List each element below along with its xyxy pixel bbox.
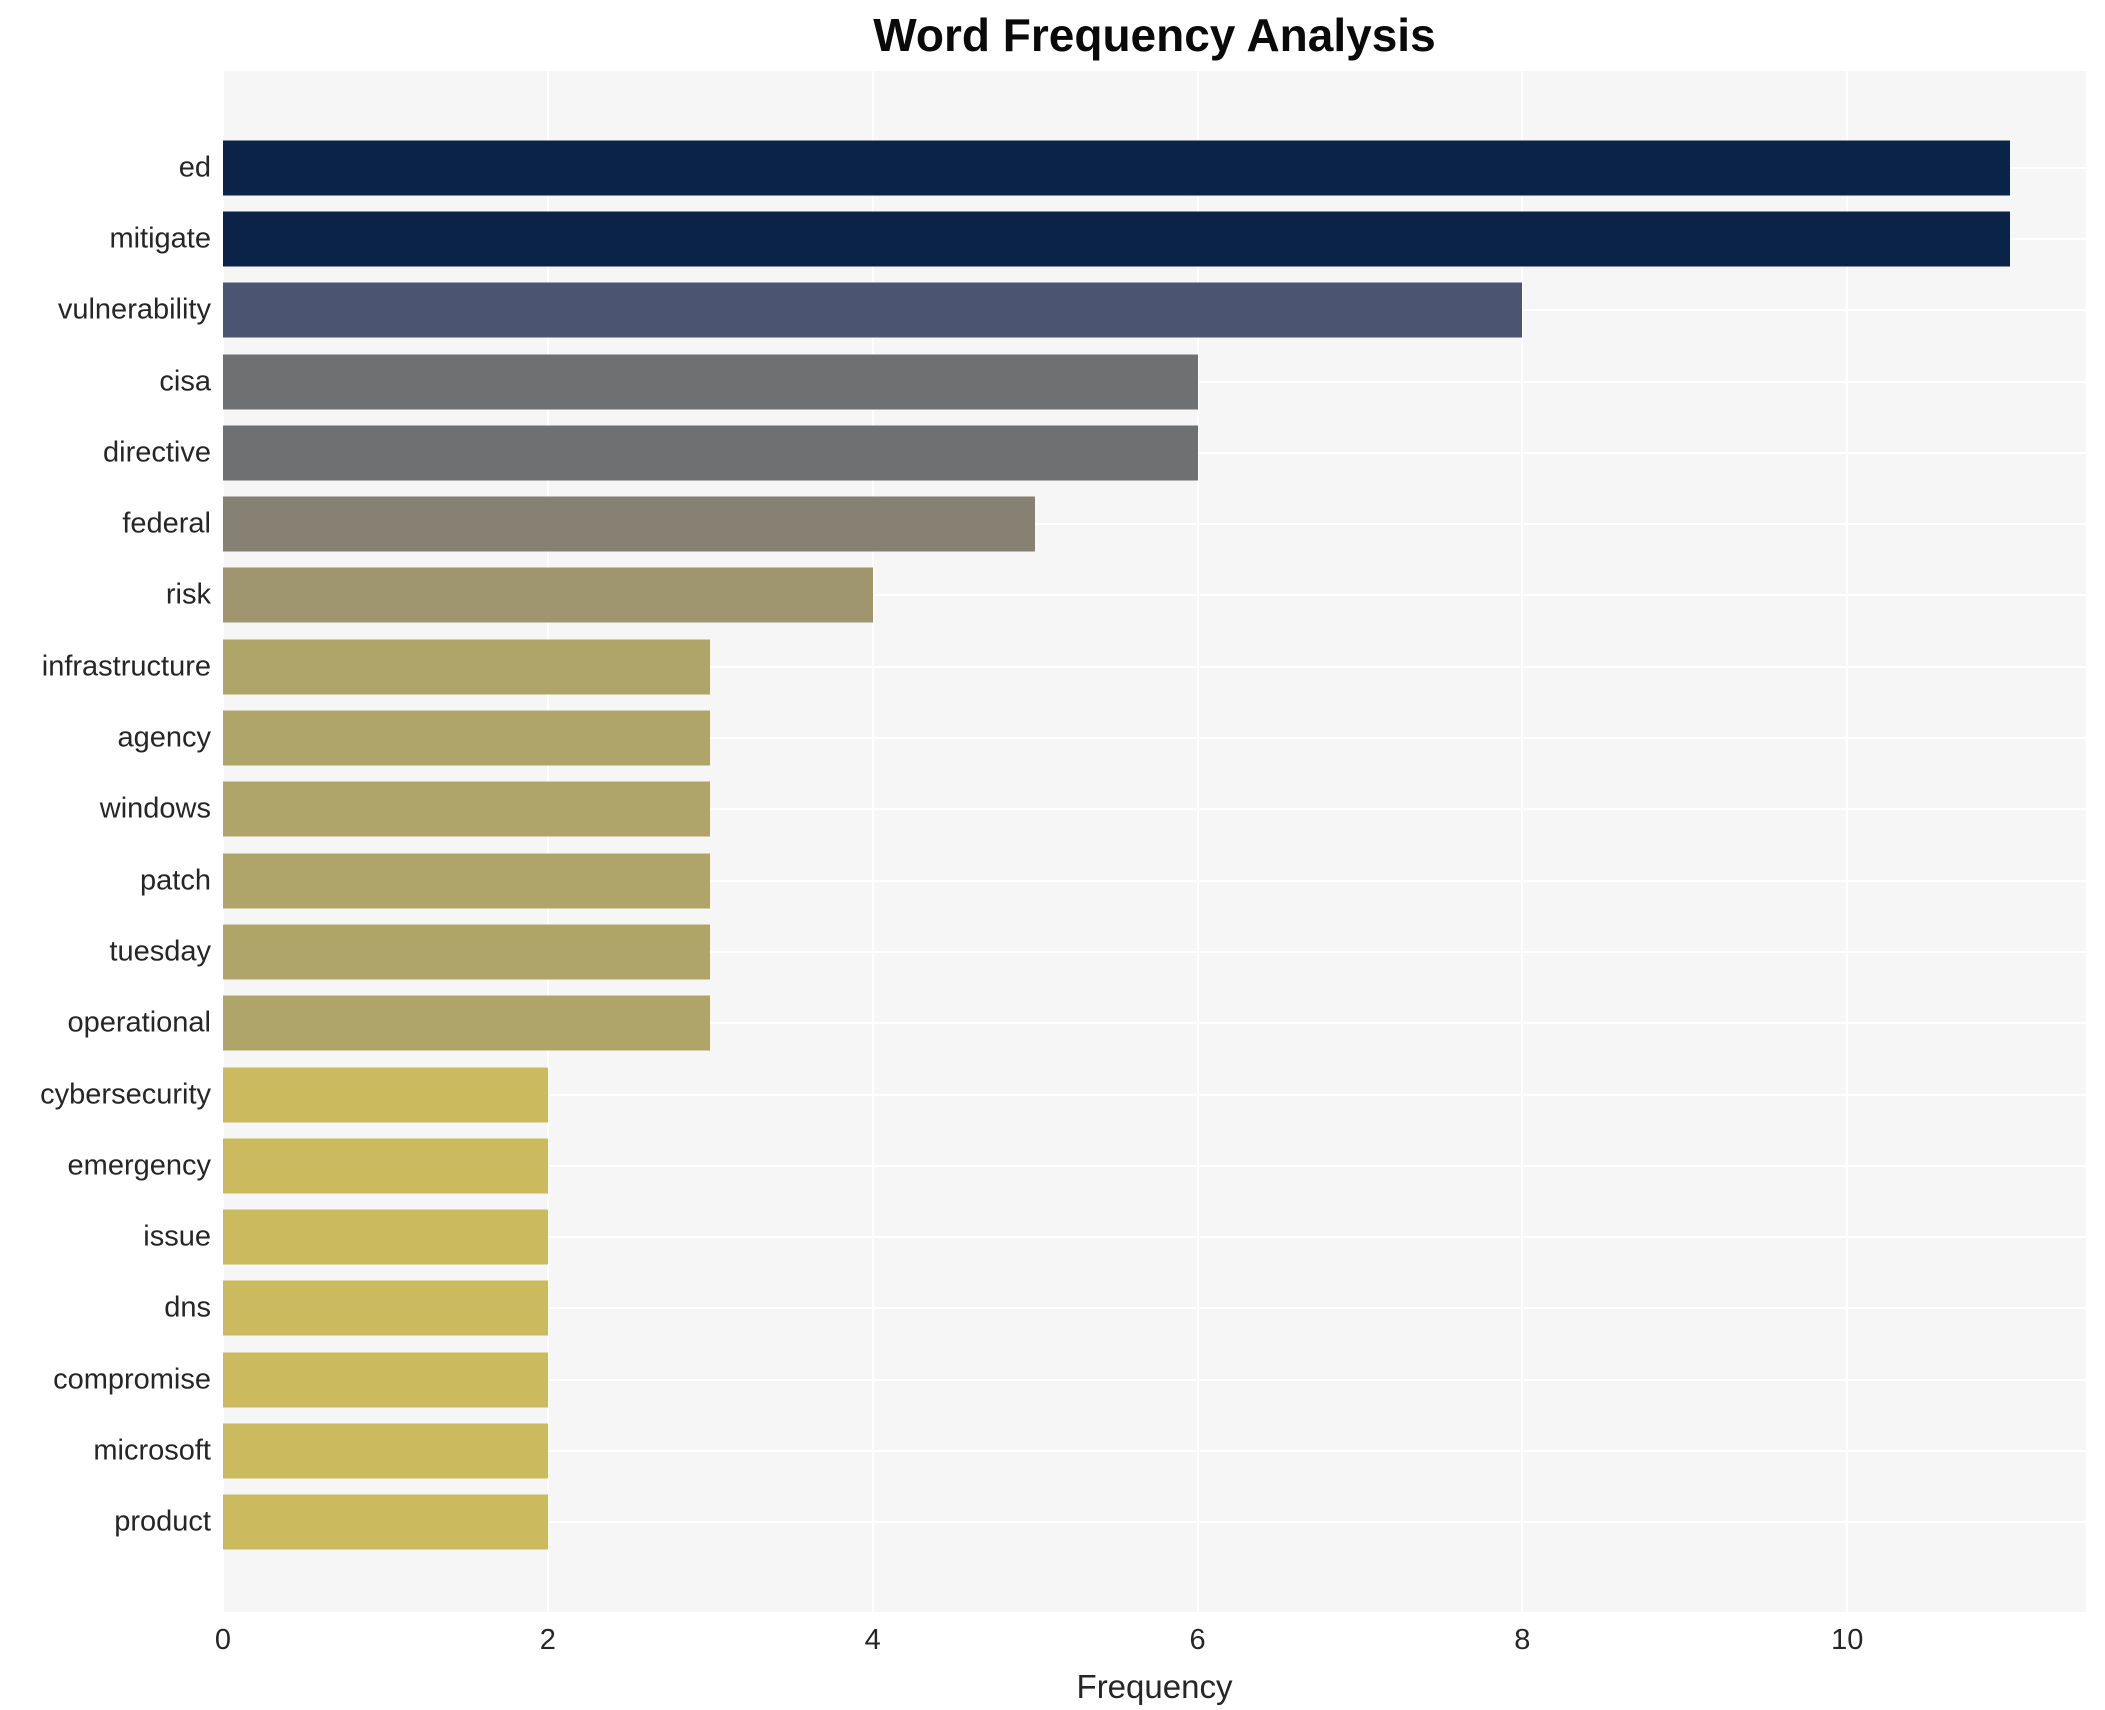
bar-label: emergency — [67, 1149, 211, 1182]
bar-label: ed — [178, 151, 211, 184]
bar-microsoft — [223, 1423, 548, 1479]
gridline-horizontal — [223, 950, 2086, 953]
bar-row: infrastructure — [42, 631, 2086, 702]
bar-row: agency — [117, 702, 2086, 773]
bar-mitigate — [223, 211, 2010, 267]
bar-row: windows — [100, 774, 2086, 845]
bar-row: ed — [179, 132, 2086, 203]
gridline-horizontal — [223, 1236, 2086, 1239]
bar-row: vulnerability — [58, 275, 2086, 346]
bar-row: product — [114, 1487, 2086, 1558]
bar-operational — [223, 995, 711, 1051]
x-axis-label: Frequency — [1076, 1668, 1233, 1705]
bar-row: cybersecurity — [40, 1059, 2086, 1130]
gridline-vertical — [1846, 71, 1849, 1612]
chart-title: Word Frequency Analysis — [873, 9, 1436, 61]
bar-row: patch — [140, 845, 2086, 916]
gridline-horizontal — [223, 879, 2086, 882]
x-axis-tick-label: 6 — [1189, 1624, 1206, 1656]
bar-cybersecurity — [223, 1067, 548, 1122]
bar-dns — [223, 1280, 548, 1336]
bar-directive — [223, 425, 1198, 481]
bar-label: cisa — [159, 365, 211, 398]
gridline-vertical — [1521, 71, 1524, 1612]
bar-cisa — [223, 354, 1198, 410]
bar-row: issue — [143, 1201, 2086, 1272]
bar-infrastructure — [223, 639, 711, 695]
gridline-horizontal — [223, 1378, 2086, 1381]
plot-area: ed mitigate vulnerability cisa directive fede… — [40, 71, 2086, 1612]
gridline-horizontal — [223, 523, 2086, 526]
bar-label: directive — [103, 436, 211, 469]
bar-label: vulnerability — [57, 293, 211, 326]
bar-label: windows — [99, 792, 211, 825]
bar-risk — [223, 567, 873, 623]
bar-tuesday — [223, 924, 711, 980]
bar-row: mitigate — [109, 203, 2086, 274]
gridline-horizontal — [223, 1521, 2086, 1524]
bar-agency — [223, 710, 711, 766]
bar-row: dns — [164, 1273, 2086, 1344]
bar-patch — [223, 853, 711, 909]
gridline-horizontal — [223, 808, 2086, 811]
gridline-horizontal — [223, 1164, 2086, 1167]
x-axis-tick-label: 0 — [214, 1624, 232, 1656]
bar-product — [223, 1494, 548, 1550]
gridline-horizontal — [223, 1449, 2086, 1452]
bar-row: tuesday — [109, 916, 2086, 987]
bar-row: cisa — [159, 346, 2086, 417]
bar-label: issue — [143, 1220, 211, 1253]
bar-label: federal — [122, 507, 211, 540]
gridline-horizontal — [223, 1022, 2086, 1025]
bar-label: risk — [165, 578, 211, 611]
gridline-vertical — [222, 71, 224, 1612]
gridline-vertical — [1196, 71, 1199, 1612]
gridline-horizontal — [223, 594, 2086, 597]
bar-row: microsoft — [93, 1415, 2086, 1486]
bar-label: cybersecurity — [40, 1078, 211, 1110]
gridline-vertical — [871, 71, 874, 1612]
bar-windows — [223, 781, 711, 837]
bar-label: microsoft — [93, 1434, 211, 1467]
bar-issue — [223, 1209, 548, 1265]
x-axis-tick-label: 4 — [864, 1624, 881, 1656]
gridline-vertical — [546, 71, 549, 1612]
bar-label: dns — [164, 1291, 211, 1324]
bar-row: risk — [166, 560, 2086, 631]
bar-compromise — [223, 1352, 548, 1408]
x-axis-tick-label: 2 — [539, 1624, 556, 1656]
bar-row: operational — [68, 988, 2086, 1059]
bar-row: federal — [122, 488, 2086, 559]
bar-row: emergency — [68, 1130, 2086, 1201]
bar-label: compromise — [53, 1363, 211, 1396]
gridline-horizontal — [223, 737, 2086, 740]
bar-ed — [223, 140, 2010, 196]
bar-label: product — [114, 1505, 211, 1538]
bar-vulnerability — [223, 282, 1523, 338]
bar-rows: ed mitigate vulnerability cisa directive fede… — [40, 132, 2086, 1558]
bar-emergency — [223, 1138, 548, 1194]
gridline-horizontal — [223, 665, 2086, 668]
gridline-horizontal — [223, 1307, 2086, 1310]
bar-row: directive — [103, 417, 2086, 488]
bar-label: operational — [67, 1006, 212, 1039]
x-axis-tick-label: 8 — [1514, 1624, 1531, 1656]
bar-label: patch — [140, 864, 211, 897]
bar-label: infrastructure — [41, 650, 211, 683]
gridline-horizontal — [223, 1093, 2086, 1096]
x-axis-ticks: 0 2 4 6 8 10 — [215, 1624, 2086, 1664]
bar-label: agency — [117, 721, 211, 754]
bar-federal — [223, 496, 1036, 552]
bar-label: tuesday — [109, 935, 211, 968]
bar-row: compromise — [53, 1344, 2086, 1415]
bar-label: mitigate — [109, 222, 211, 255]
x-axis-tick-label: 10 — [1831, 1624, 1864, 1656]
